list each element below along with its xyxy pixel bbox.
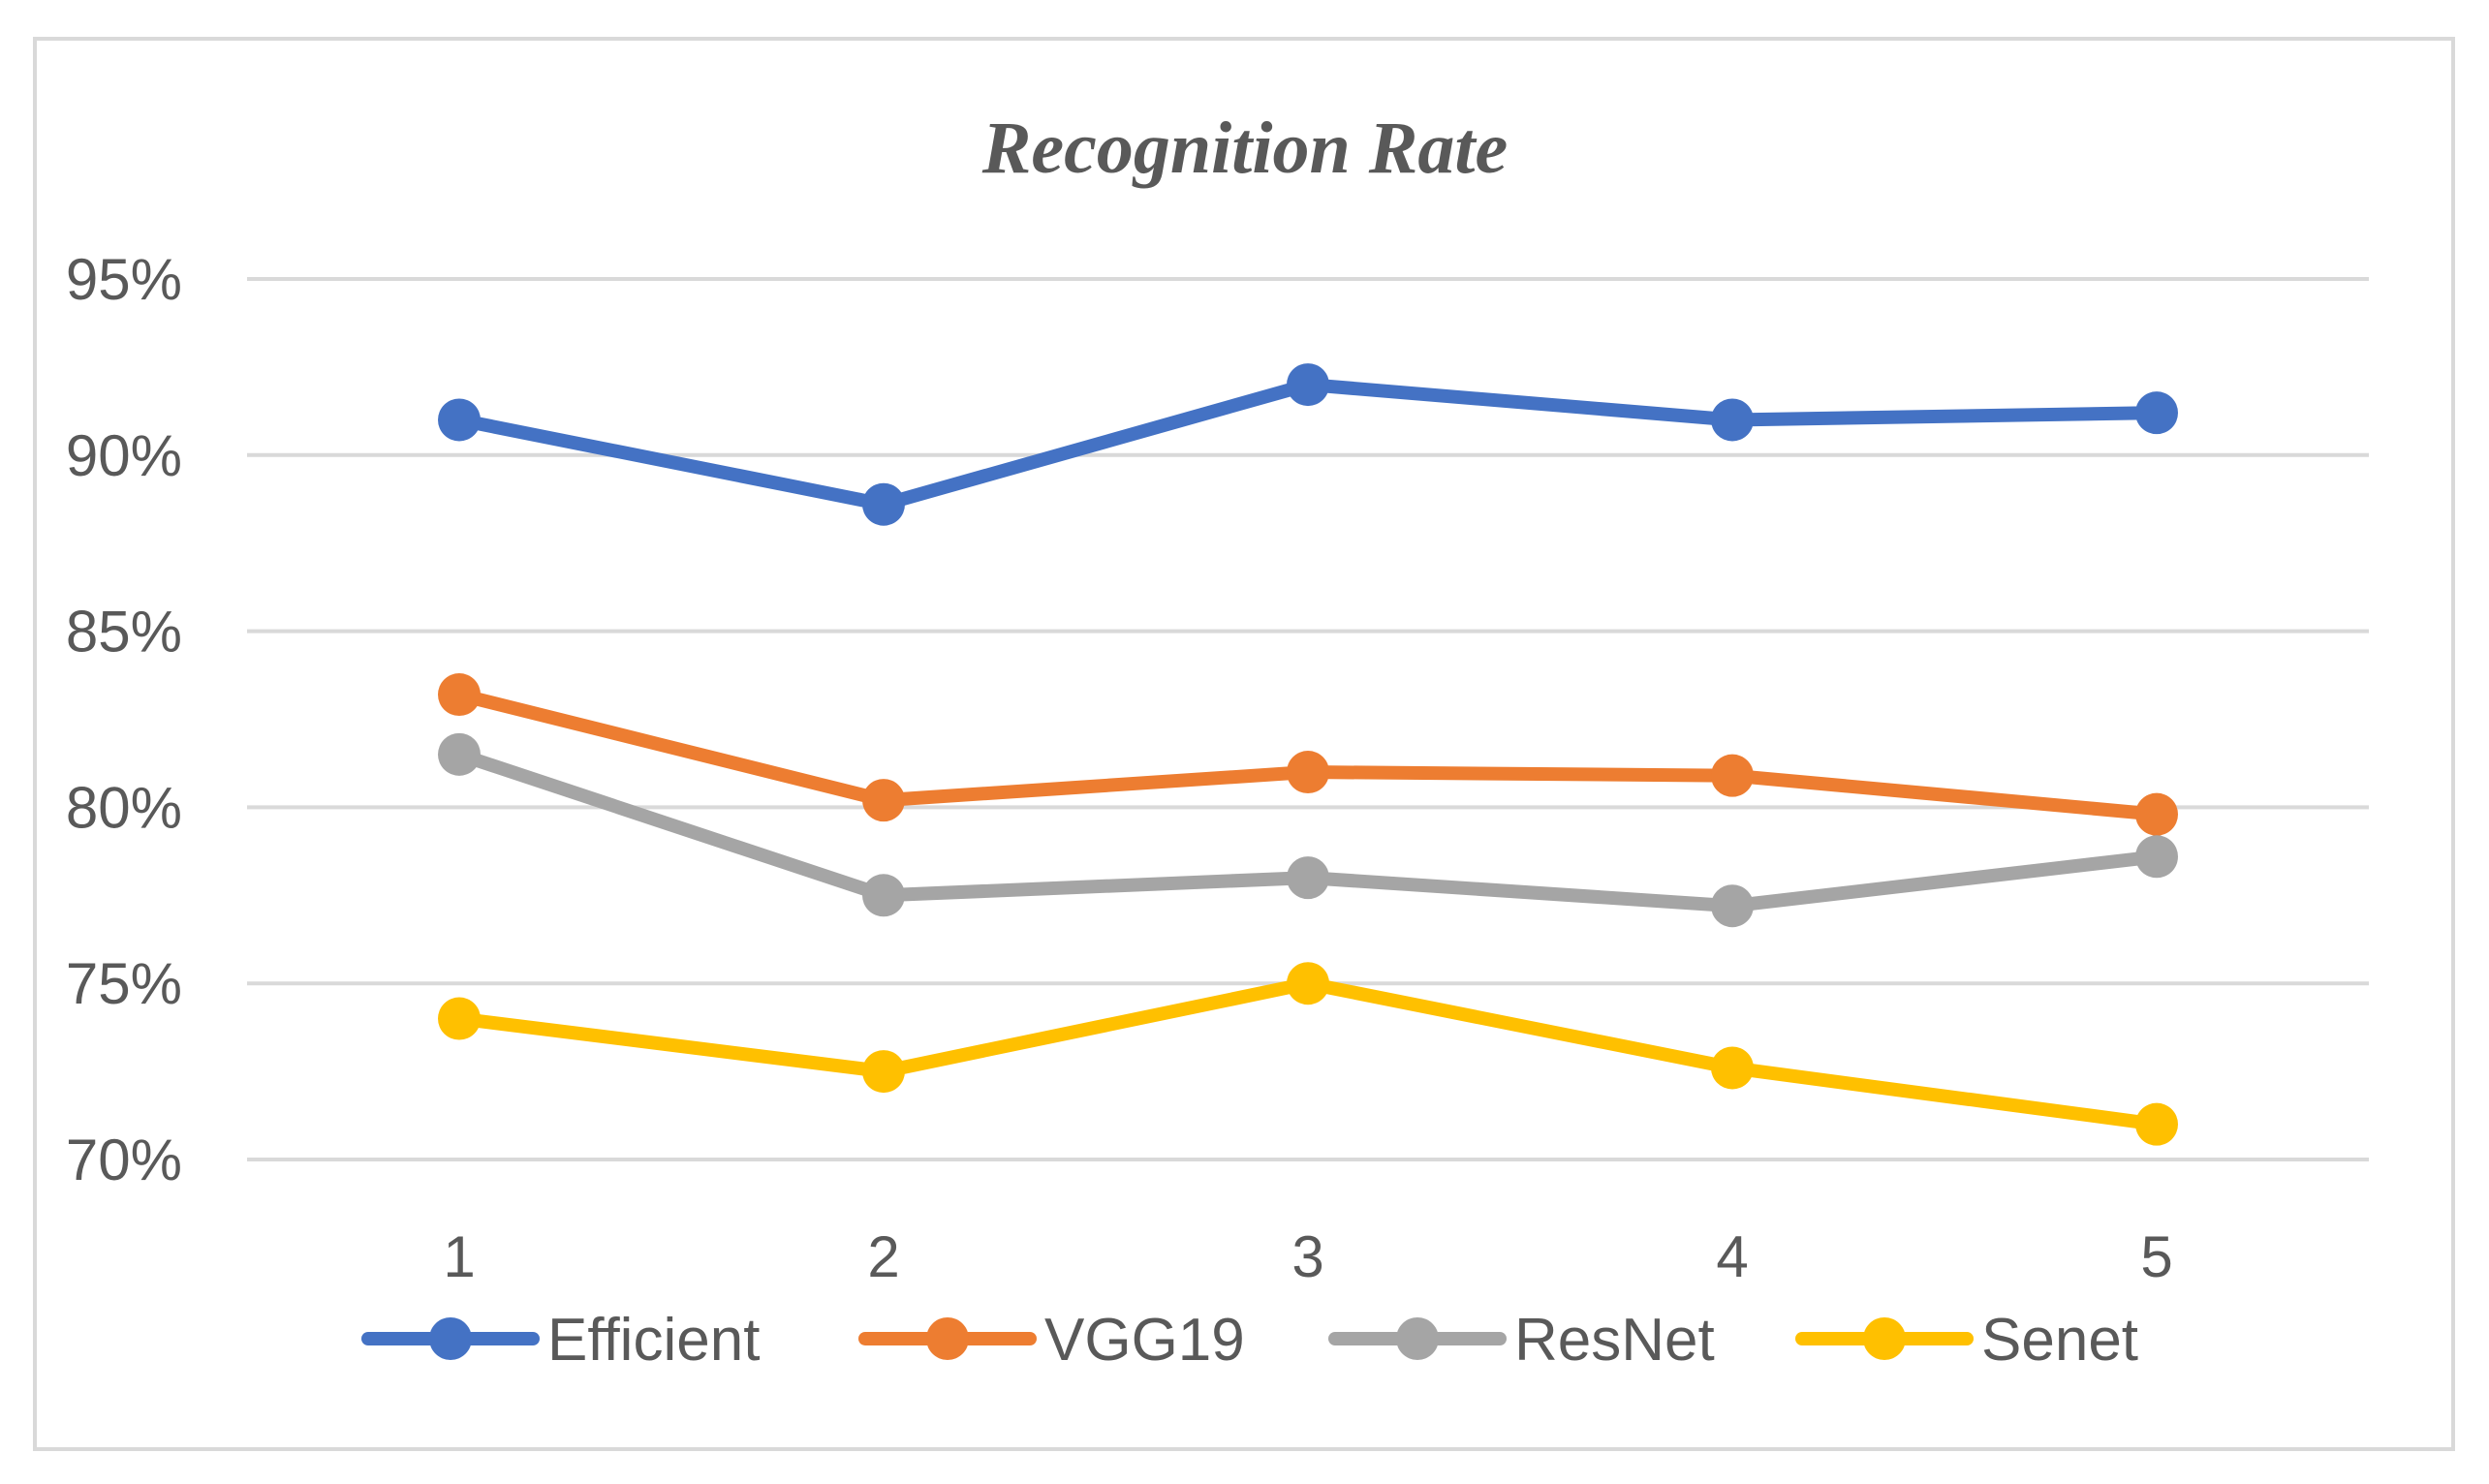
data-point-efficient xyxy=(1287,363,1329,407)
x-tick-label: 3 xyxy=(1291,1224,1323,1289)
y-tick-label: 75% xyxy=(66,951,182,1016)
y-tick-label: 85% xyxy=(66,600,182,665)
data-point-senet xyxy=(2135,1102,2178,1146)
y-axis-tick-labels: 70% 75% 80% 85% 90% 95% xyxy=(66,247,182,1192)
data-point-efficient xyxy=(2135,391,2178,435)
data-point-vgg19 xyxy=(1287,751,1329,794)
legend-swatch-marker xyxy=(1863,1317,1906,1360)
chart-frame xyxy=(33,37,2455,1451)
data-point-senet xyxy=(862,1050,905,1094)
y-tick-label: 80% xyxy=(66,775,182,840)
legend-swatch-marker xyxy=(429,1317,472,1360)
y-tick-label: 95% xyxy=(66,247,182,312)
x-axis-tick-labels: 1 2 3 4 5 xyxy=(443,1224,2172,1289)
data-point-resnet xyxy=(2135,835,2178,879)
series-group xyxy=(438,363,2178,1146)
legend-item-vgg19: VGG19 xyxy=(858,1307,1245,1374)
chart-title: Recognition Rate xyxy=(981,108,1509,189)
legend-swatch-marker xyxy=(926,1317,969,1360)
data-point-efficient xyxy=(1711,398,1754,442)
legend-label: ResNet xyxy=(1514,1307,1715,1374)
data-point-resnet xyxy=(438,732,481,776)
data-point-vgg19 xyxy=(1711,754,1754,797)
data-point-resnet xyxy=(862,874,905,917)
data-point-efficient xyxy=(438,398,481,442)
data-point-senet xyxy=(438,997,481,1040)
legend-swatch-marker xyxy=(1396,1317,1439,1360)
x-tick-label: 4 xyxy=(1716,1224,1748,1289)
legend-label: Senet xyxy=(1981,1307,2138,1374)
data-point-resnet xyxy=(1711,884,1754,928)
series-resnet xyxy=(438,732,2178,928)
data-point-efficient xyxy=(862,482,905,526)
x-tick-label: 1 xyxy=(443,1224,475,1289)
x-tick-label: 5 xyxy=(2140,1224,2172,1289)
data-point-resnet xyxy=(1287,856,1329,900)
legend-label: VGG19 xyxy=(1044,1307,1245,1374)
data-point-senet xyxy=(1287,962,1329,1005)
legend-item-resnet: ResNet xyxy=(1328,1307,1715,1374)
x-tick-label: 2 xyxy=(867,1224,899,1289)
legend-label: Efficient xyxy=(547,1307,760,1374)
series-efficient xyxy=(438,363,2178,526)
legend: Efficient VGG19 ResNet Senet xyxy=(361,1307,2138,1374)
data-point-senet xyxy=(1711,1046,1754,1090)
legend-item-senet: Senet xyxy=(1795,1307,2138,1374)
data-point-vgg19 xyxy=(438,673,481,717)
y-tick-label: 90% xyxy=(66,423,182,488)
y-tick-label: 70% xyxy=(66,1128,182,1192)
legend-item-efficient: Efficient xyxy=(361,1307,760,1374)
data-point-vgg19 xyxy=(2135,792,2178,836)
data-point-vgg19 xyxy=(862,779,905,822)
series-vgg19 xyxy=(438,673,2178,836)
series-senet xyxy=(438,962,2178,1146)
